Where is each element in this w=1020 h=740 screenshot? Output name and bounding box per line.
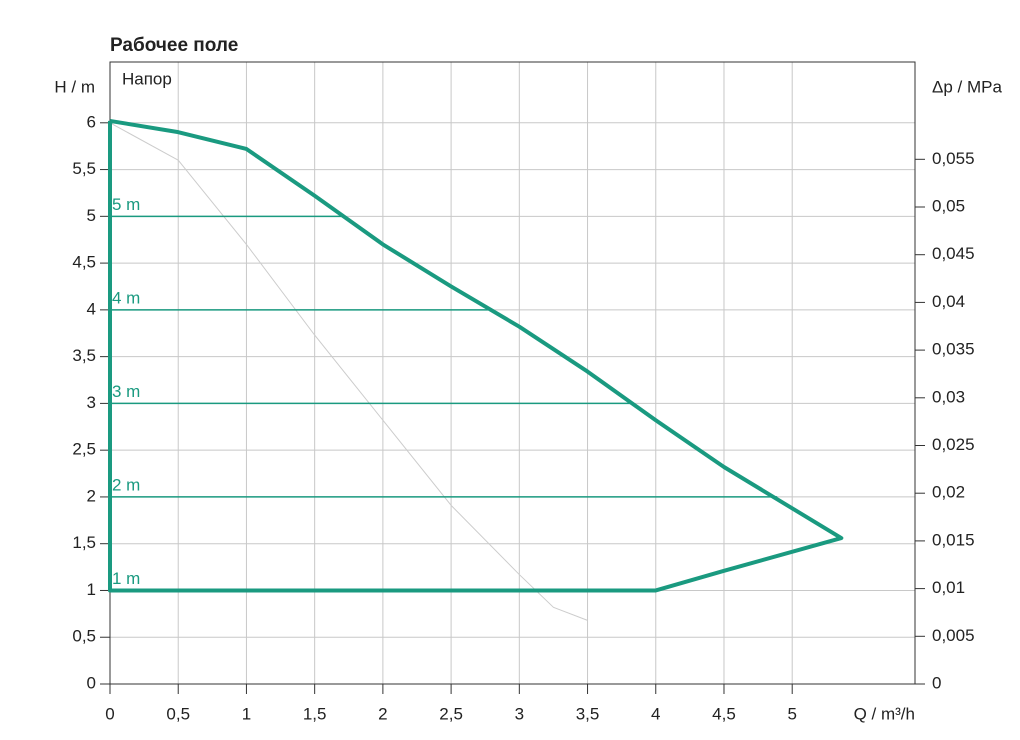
y-tick-label: 6: [87, 112, 96, 131]
y2-tick-label: 0,055: [932, 149, 975, 168]
y-tick-label: 4,5: [72, 253, 96, 272]
y2-tick-label: 0,05: [932, 196, 965, 215]
y-tick-label: 4: [87, 299, 96, 318]
y-axis-label: H / m: [54, 77, 95, 96]
y-tick-label: 5,5: [72, 159, 96, 178]
y-tick-label: 5: [87, 206, 96, 225]
level-label: 2 m: [112, 475, 140, 494]
annotation: Напор: [122, 69, 172, 88]
x-tick-label: 5: [787, 704, 796, 723]
y2-tick-label: 0,02: [932, 483, 965, 502]
y-tick-label: 3,5: [72, 346, 96, 365]
x-tick-label: 1: [242, 704, 251, 723]
x-axis-label: Q / m³/h: [854, 704, 915, 723]
level-label: 4 m: [112, 288, 140, 307]
y-tick-label: 1: [87, 580, 96, 599]
x-tick-label: 0,5: [166, 704, 190, 723]
x-tick-label: 1,5: [303, 704, 327, 723]
x-tick-label: 2: [378, 704, 387, 723]
y2-tick-label: 0,035: [932, 340, 975, 359]
x-tick-label: 3,5: [576, 704, 600, 723]
y-tick-label: 3: [87, 393, 96, 412]
y2-tick-label: 0,045: [932, 244, 975, 263]
y2-tick-label: 0,025: [932, 435, 975, 454]
y-tick-label: 0,5: [72, 627, 96, 646]
x-tick-label: 0: [105, 704, 114, 723]
y-tick-label: 2,5: [72, 440, 96, 459]
x-tick-label: 4,5: [712, 704, 736, 723]
series-line: [109, 122, 588, 621]
y2-tick-label: 0: [932, 673, 941, 692]
y2-tick-label: 0,005: [932, 626, 975, 645]
y-tick-label: 2: [87, 486, 96, 505]
x-tick-label: 2,5: [439, 704, 463, 723]
y-tick-label: 1,5: [72, 533, 96, 552]
level-label: 3 m: [112, 382, 140, 401]
y2-tick-label: 0,015: [932, 530, 975, 549]
level-label: 5 m: [112, 195, 140, 214]
y-tick-label: 0: [87, 673, 96, 692]
series-line: [108, 118, 844, 593]
chart-title: Рабочее поле: [110, 35, 238, 56]
x-tick-label: 3: [515, 704, 524, 723]
y2-axis-label: Δp / MPa: [932, 77, 1002, 96]
y2-tick-label: 0,03: [932, 387, 965, 406]
y2-tick-label: 0,04: [932, 292, 965, 311]
level-label: 1 m: [112, 569, 140, 588]
y2-tick-label: 0,01: [932, 578, 965, 597]
x-tick-label: 4: [651, 704, 660, 723]
